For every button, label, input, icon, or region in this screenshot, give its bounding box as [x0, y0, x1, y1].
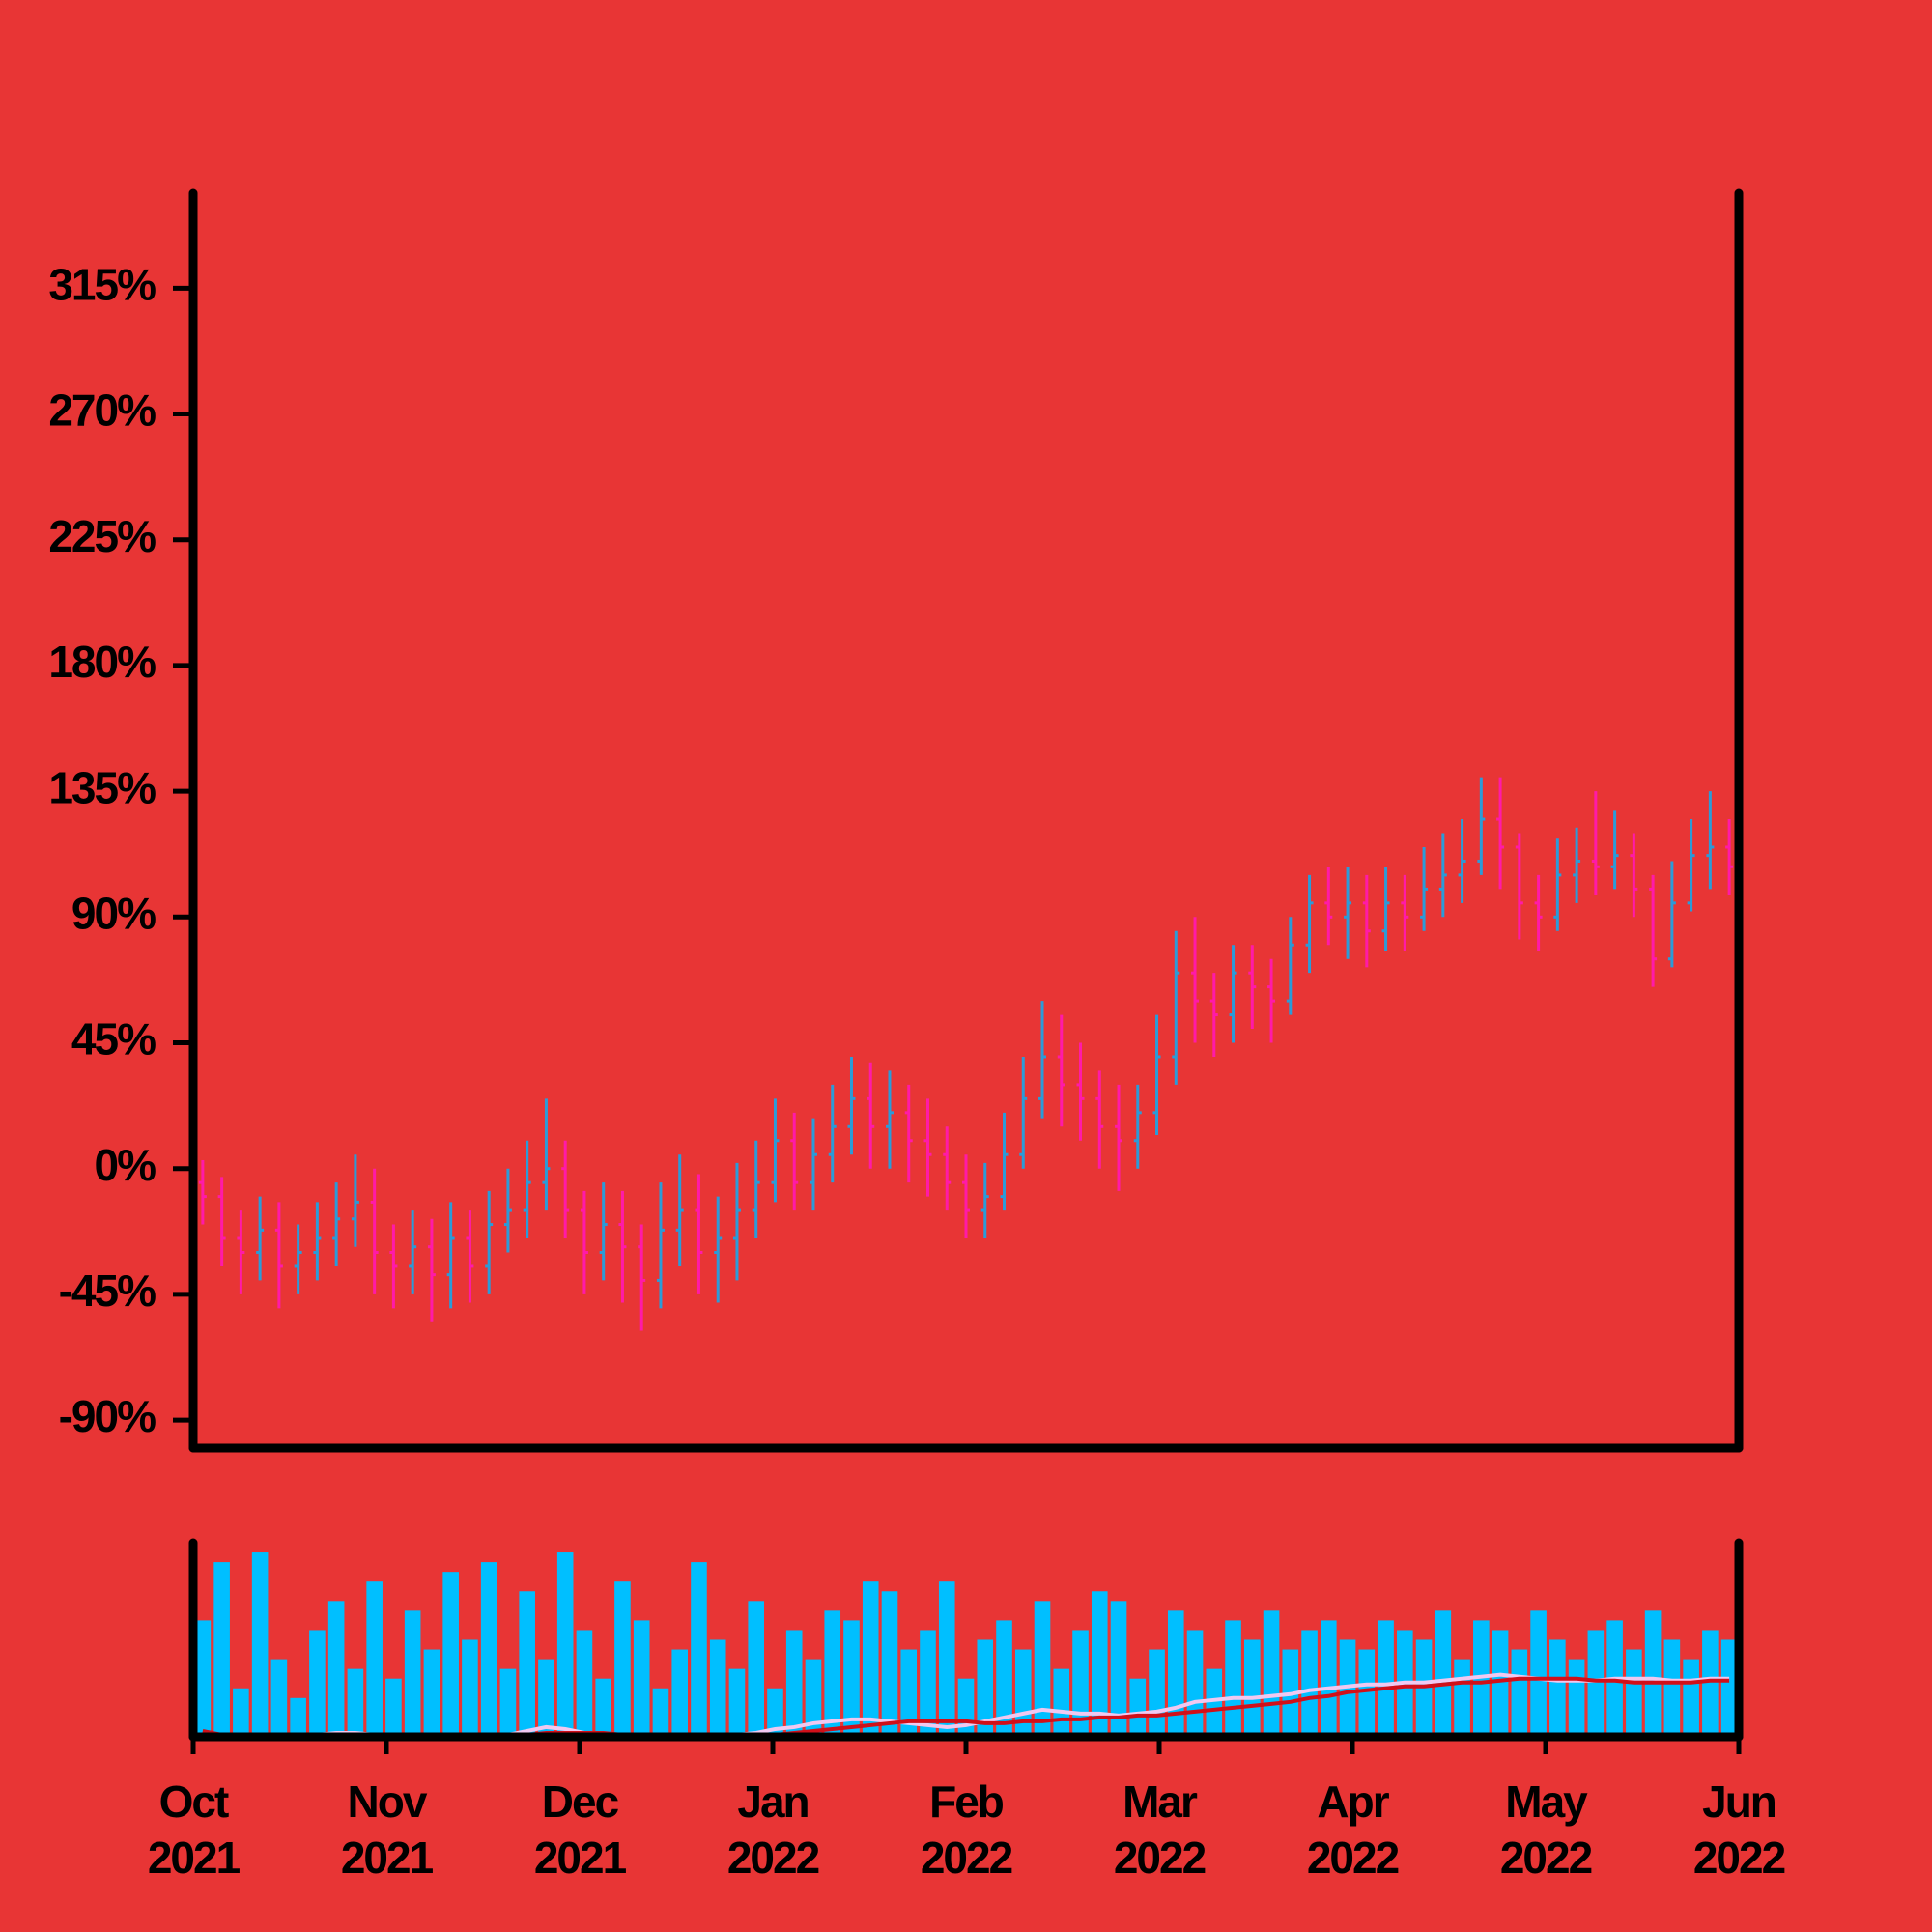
volume-bar — [1129, 1678, 1147, 1737]
volume-bar — [1186, 1630, 1204, 1737]
y-tick-label: 270% — [48, 385, 156, 436]
volume-bar — [691, 1562, 707, 1737]
x-tick-label: Nov 2021 — [340, 1776, 434, 1883]
volume-bar — [920, 1630, 936, 1737]
x-tick-label: Jan 2022 — [726, 1776, 820, 1883]
volume-bar — [1492, 1630, 1509, 1737]
volume-bar — [462, 1639, 478, 1737]
y-tick-label: -90% — [59, 1391, 156, 1441]
volume-bar — [977, 1639, 994, 1737]
volume-bar — [480, 1562, 497, 1737]
volume-bar — [1530, 1610, 1547, 1737]
x-tick-label: Dec 2021 — [533, 1776, 627, 1883]
volume-bar — [442, 1572, 459, 1737]
x-tick-label: Jun 2022 — [1692, 1776, 1786, 1883]
volume-bar — [327, 1601, 345, 1737]
volume-bar — [251, 1552, 269, 1737]
x-tick-label: Apr 2022 — [1306, 1776, 1400, 1883]
volume-bar — [213, 1562, 230, 1737]
volume-bar — [595, 1678, 611, 1737]
y-tick-label: 45% — [71, 1014, 156, 1065]
volume-bar — [1720, 1639, 1738, 1737]
volume-bar — [1301, 1630, 1318, 1737]
y-tick-label: 315% — [48, 260, 156, 310]
volume-bar — [1415, 1639, 1433, 1737]
volume-bar — [824, 1610, 841, 1737]
volume-bar — [423, 1649, 440, 1737]
volume-bar — [1206, 1668, 1223, 1737]
volume-bar — [194, 1620, 212, 1737]
y-tick-label: 90% — [71, 888, 156, 938]
volume-bar — [709, 1639, 726, 1737]
volume-bar — [347, 1668, 364, 1737]
y-tick-label: 0% — [95, 1140, 156, 1190]
volume-bar — [1110, 1601, 1127, 1737]
volume-bar — [652, 1688, 669, 1737]
volume-bar — [881, 1591, 898, 1737]
volume-bar — [1244, 1639, 1261, 1737]
volume-bar — [519, 1591, 535, 1737]
volume-bar — [1644, 1610, 1662, 1737]
volume-bar — [1091, 1591, 1108, 1737]
volume-bar — [614, 1581, 631, 1737]
volume-bar — [1167, 1610, 1184, 1737]
volume-bar — [1702, 1630, 1719, 1737]
volume-bar — [1549, 1639, 1566, 1737]
x-tick-label: May 2022 — [1499, 1776, 1593, 1883]
volume-bar — [1034, 1601, 1051, 1737]
volume-bar — [309, 1630, 326, 1737]
volume-bar — [1378, 1620, 1394, 1737]
volume-bar — [1435, 1610, 1452, 1737]
volume-bar — [556, 1552, 574, 1737]
x-tick-label: Oct 2021 — [147, 1776, 241, 1883]
volume-bar — [671, 1649, 688, 1737]
x-tick-label: Mar 2022 — [1113, 1776, 1207, 1883]
volume-bar — [996, 1620, 1012, 1737]
volume-bar — [1358, 1649, 1376, 1737]
volume-bar — [1511, 1649, 1528, 1737]
x-tick-label: Feb 2022 — [920, 1776, 1013, 1883]
volume-bar — [862, 1581, 879, 1737]
y-tick-label: 135% — [48, 762, 156, 812]
volume-bar — [1683, 1659, 1699, 1737]
volume-bar — [1663, 1639, 1681, 1737]
volume-bar — [1568, 1659, 1585, 1737]
volume-bar — [1263, 1610, 1280, 1737]
volume-bar — [576, 1630, 593, 1737]
volume-bar — [499, 1668, 517, 1737]
volume-bar — [1149, 1649, 1165, 1737]
volume-bar — [1321, 1620, 1337, 1737]
volume-bar — [1626, 1649, 1642, 1737]
volume-bar — [385, 1678, 402, 1737]
y-tick-label: 180% — [48, 637, 156, 687]
y-tick-label: 225% — [48, 511, 156, 561]
volume-bar — [785, 1630, 803, 1737]
volume-bar — [843, 1620, 860, 1737]
volume-bar — [290, 1697, 306, 1737]
volume-bar — [1454, 1659, 1470, 1737]
volume-bar — [1072, 1630, 1089, 1737]
volume-bar — [538, 1659, 554, 1737]
volume-bar — [1225, 1620, 1241, 1737]
volume-bar — [633, 1620, 650, 1737]
volume-bar — [1053, 1668, 1070, 1737]
volume-bar — [900, 1649, 918, 1737]
volume-bar — [1587, 1630, 1605, 1737]
volume-bar — [938, 1581, 955, 1737]
volume-bar — [233, 1688, 249, 1737]
volume-bar — [728, 1668, 746, 1737]
y-tick-label: -45% — [59, 1265, 156, 1316]
volume-bar — [404, 1610, 421, 1737]
volume-bar — [748, 1601, 765, 1737]
volume-bar — [270, 1659, 288, 1737]
volume-bar — [957, 1678, 975, 1737]
volume-bar — [366, 1581, 383, 1737]
volume-bar — [805, 1659, 822, 1737]
volume-bar — [767, 1688, 783, 1737]
